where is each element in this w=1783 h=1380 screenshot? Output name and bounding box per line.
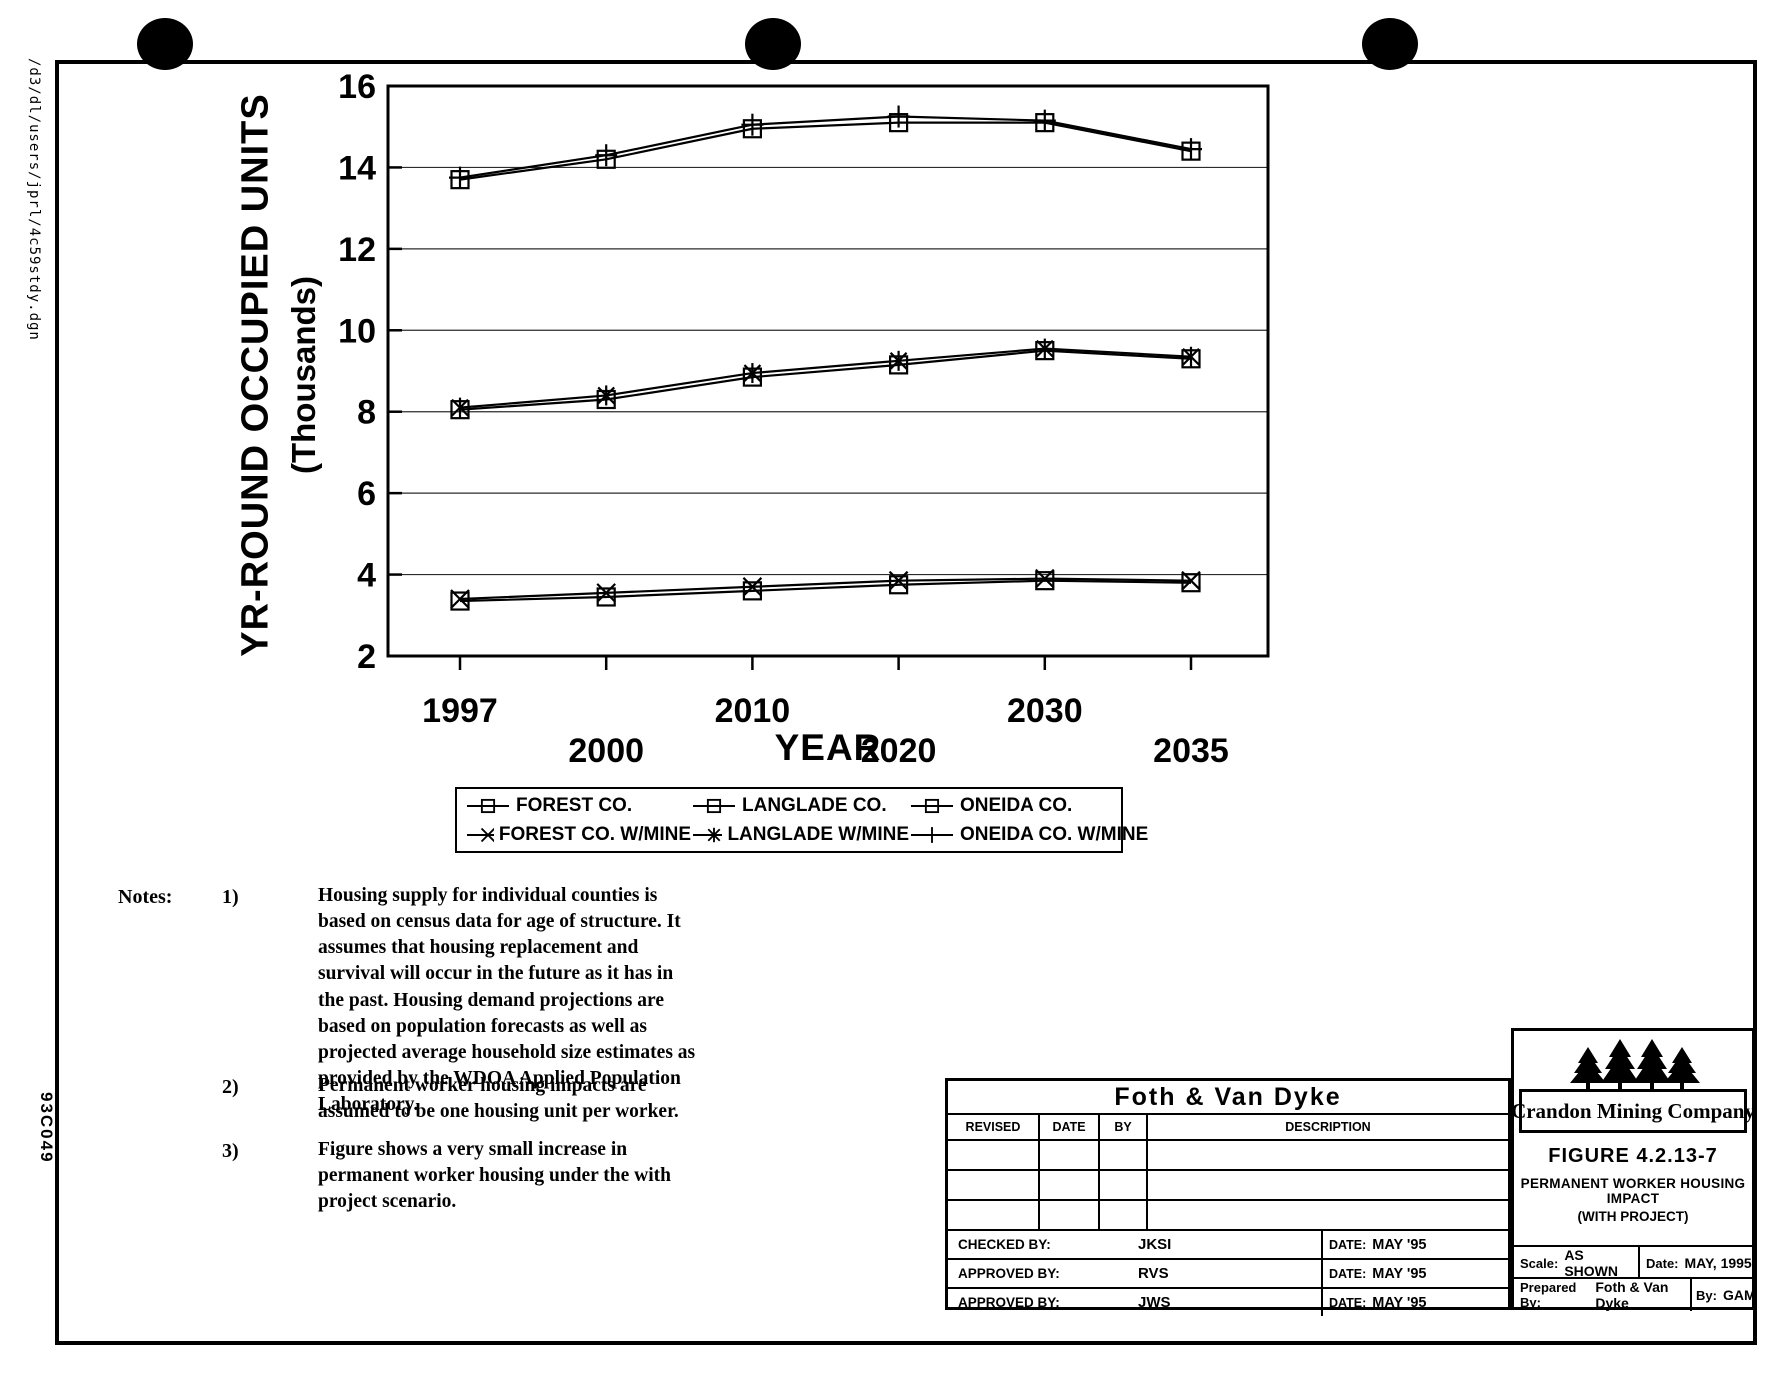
- company-name-box: Crandon Mining Company: [1511, 1089, 1755, 1133]
- punch-hole-icon: [1362, 18, 1418, 70]
- svg-text:8: 8: [357, 394, 376, 432]
- doc-number-label: 93C049: [37, 1092, 56, 1164]
- y-axis-subtitle: (Thousands): [285, 276, 322, 474]
- note-number: 1): [222, 886, 239, 908]
- col-header-date: DATE: [1040, 1115, 1100, 1139]
- legend-marker-square-dash-icon: [693, 798, 735, 813]
- svg-text:4: 4: [357, 557, 376, 595]
- legend-marker-plus-icon: [911, 826, 953, 843]
- legend-item: LANGLADE CO.: [691, 791, 909, 820]
- svg-text:2020: 2020: [861, 732, 937, 770]
- col-header-by: BY: [1100, 1115, 1148, 1139]
- revision-empty-row: [948, 1201, 1508, 1231]
- svg-text:14: 14: [340, 149, 376, 187]
- legend-label: FOREST CO. W/MINE: [498, 823, 691, 845]
- by-value: GAM: [1722, 1287, 1756, 1303]
- col-header-description: DESCRIPTION: [1285, 1120, 1371, 1134]
- prepared-by-row: Prepared By: Foth & Van Dyke By: GAM: [1514, 1277, 1756, 1311]
- legend-label: FOREST CO.: [516, 794, 633, 816]
- figure-number: FIGURE 4.2.13-7: [1548, 1145, 1718, 1167]
- svg-text:6: 6: [357, 475, 376, 513]
- legend-item: ONEIDA CO.: [909, 791, 1148, 820]
- evergreen-trees-icon: [1514, 1031, 1752, 1089]
- date-label: Date:: [1646, 1255, 1679, 1271]
- signoff-row-checked: CHECKED BY: JKSI DATE: MAY '95: [948, 1231, 1508, 1260]
- chart-legend-grid: FOREST CO. LANGLADE CO. ONEIDA CO. FOREST C…: [465, 791, 1148, 849]
- title-block: Crandon Mining Company FIGURE 4.2.13-7 P…: [1511, 1028, 1756, 1311]
- file-path-label: /d3/dl/users/jprl/4c59stdy.dgn: [26, 58, 42, 341]
- svg-text:12: 12: [340, 231, 376, 269]
- legend-item: ONEIDA CO. W/MINE: [909, 820, 1148, 849]
- note-text: Housing supply for individual counties i…: [318, 885, 696, 1115]
- revision-empty-row: [948, 1171, 1508, 1201]
- punch-hole-icon: [745, 18, 801, 70]
- svg-text:2030: 2030: [1007, 692, 1083, 730]
- legend-label: LANGLADE W/MINE: [727, 823, 909, 845]
- signoff-name: JWS: [1138, 1294, 1171, 1311]
- figure-title-line1: PERMANENT WORKER HOUSING IMPACT: [1520, 1176, 1746, 1206]
- x-axis-title: YEAR: [774, 727, 882, 768]
- by-label: By:: [1696, 1287, 1717, 1303]
- legend-marker-square-dash-icon: [467, 798, 509, 813]
- signoff-date-label: DATE:: [1329, 1237, 1367, 1252]
- figure-title-line2: (WITH PROJECT): [1577, 1209, 1689, 1224]
- legend-label: ONEIDA CO. W/MINE: [960, 823, 1149, 845]
- company-name: Crandon Mining Company: [1511, 1098, 1755, 1123]
- signoff-name: JKSI: [1138, 1236, 1172, 1253]
- legend-item: FOREST CO. W/MINE: [465, 820, 691, 849]
- signoff-date: MAY '95: [1372, 1265, 1427, 1282]
- scale-label: Scale:: [1520, 1255, 1559, 1271]
- scale-value: AS SHOWN: [1564, 1247, 1618, 1279]
- prepared-by-value: Foth & Van Dyke: [1595, 1279, 1669, 1311]
- legend-item: FOREST CO.: [465, 791, 691, 820]
- note-text: Permanent worker housing impacts are ass…: [318, 1075, 679, 1123]
- note-number: 2): [222, 1076, 239, 1098]
- svg-text:1997: 1997: [422, 692, 498, 730]
- svg-text:2010: 2010: [715, 692, 791, 730]
- legend-marker-square-dash-icon: [911, 798, 953, 813]
- signoff-date-label: DATE:: [1329, 1266, 1367, 1281]
- note-text: Figure shows a very small increase in pe…: [318, 1139, 672, 1213]
- svg-text:2000: 2000: [568, 732, 644, 770]
- line-chart: 2 4 6 8 10 12 14 16 1997 2000 2010 2020 2030 2035: [340, 68, 1270, 770]
- revision-company-title: Foth & Van Dyke: [948, 1081, 1508, 1115]
- svg-text:2035: 2035: [1153, 732, 1229, 770]
- svg-text:10: 10: [340, 312, 376, 350]
- chart-legend: FOREST CO. LANGLADE CO. ONEIDA CO. FOREST C…: [455, 787, 1148, 853]
- signoff-label: APPROVED BY:: [958, 1295, 1060, 1310]
- col-header-revised: REVISED: [948, 1115, 1040, 1139]
- note-number: 3): [222, 1140, 239, 1162]
- punch-hole-icon: [137, 18, 193, 70]
- legend-marker-x-icon: [467, 827, 494, 842]
- revision-empty-row: [948, 1141, 1508, 1171]
- legend-marker-asterisk-icon: [693, 827, 723, 842]
- notes-label: Notes:: [118, 886, 173, 908]
- signoff-date: MAY '95: [1372, 1294, 1427, 1311]
- legend-item: LANGLADE W/MINE: [691, 820, 909, 849]
- signoff-date-label: DATE:: [1329, 1295, 1367, 1310]
- revision-block: Foth & Van Dyke REVISED DATE BY DESCRIPT…: [945, 1078, 1511, 1316]
- signoff-label: APPROVED BY:: [958, 1266, 1060, 1281]
- date-value: MAY, 1995: [1684, 1255, 1752, 1271]
- svg-text:16: 16: [340, 68, 376, 106]
- prepared-by-label: Prepared By:: [1520, 1280, 1577, 1310]
- signoff-row-approved-1: APPROVED BY: RVS DATE: MAY '95: [948, 1260, 1508, 1289]
- signoff-date: MAY '95: [1372, 1236, 1427, 1253]
- scale-date-row: Scale: AS SHOWN Date: MAY, 1995: [1514, 1245, 1752, 1279]
- svg-text:2: 2: [357, 638, 376, 676]
- signoff-label: CHECKED BY:: [958, 1237, 1051, 1252]
- legend-label: LANGLADE CO.: [742, 794, 887, 816]
- legend-label: ONEIDA CO.: [960, 794, 1073, 816]
- y-axis-title: YR-ROUND OCCUPIED UNITS: [234, 93, 277, 657]
- drawing-border: [55, 60, 1757, 1345]
- signoff-name: RVS: [1138, 1265, 1169, 1282]
- signoff-row-approved-2: APPROVED BY: JWS DATE: MAY '95: [948, 1289, 1508, 1316]
- revision-column-headers: REVISED DATE BY DESCRIPTION: [948, 1115, 1508, 1141]
